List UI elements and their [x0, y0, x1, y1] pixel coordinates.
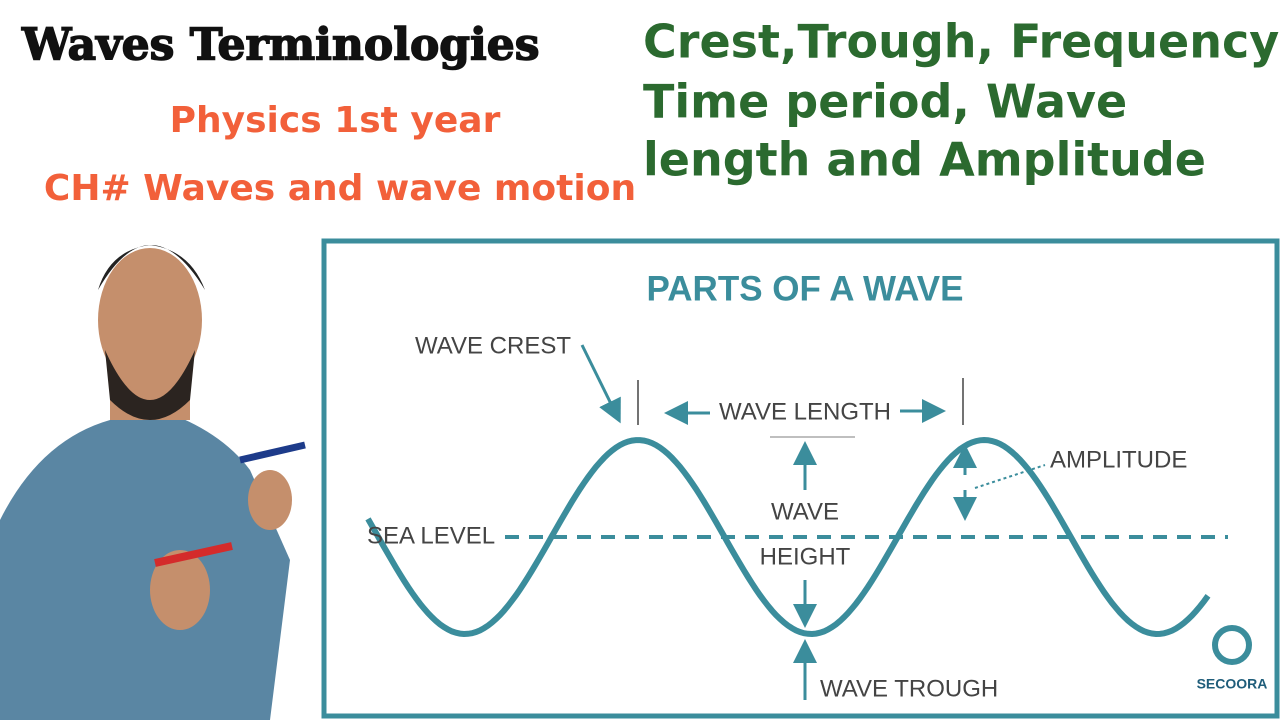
presenter: [0, 245, 306, 720]
logo-text: SECOORA: [1197, 676, 1268, 692]
diagram-frame: [321, 238, 1280, 719]
label: WAVE TROUGH: [820, 675, 998, 702]
topic-line: Crest,Trough, Frequency: [643, 15, 1279, 69]
label: SEA LEVEL: [367, 522, 495, 549]
topic-line: length and Amplitude: [643, 133, 1206, 187]
topic-line: Time period, Wave: [643, 75, 1127, 129]
subtitle: CH# Waves and wave motion: [44, 168, 636, 209]
label: WAVE CREST: [415, 332, 571, 359]
label: AMPLITUDE: [1050, 446, 1187, 473]
arrow: [580, 344, 621, 424]
subtitle: Physics 1st year: [170, 100, 501, 141]
wave-curve: [365, 436, 1211, 638]
label: HEIGHT: [760, 543, 851, 570]
label: WAVE: [771, 498, 839, 525]
diagram-title: PARTS OF A WAVE: [647, 269, 964, 308]
leader: [974, 464, 1046, 489]
label: WAVE LENGTH: [719, 398, 891, 425]
main-title: Waves Terminologies: [21, 20, 540, 71]
logo: SECOORA: [1197, 625, 1268, 692]
